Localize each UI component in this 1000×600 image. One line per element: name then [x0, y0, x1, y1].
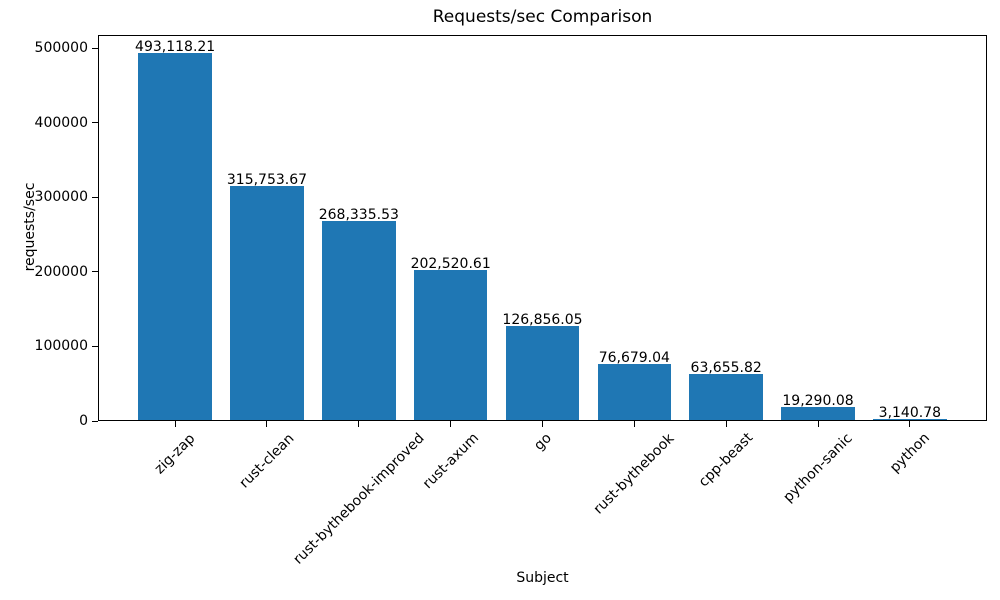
x-tick-label-cpp-beast: cpp-beast [695, 430, 757, 491]
bar-zig-zap [138, 53, 212, 421]
x-tick-mark [542, 421, 543, 427]
x-tick-label-go: go [530, 430, 555, 454]
x-tick-mark [450, 421, 452, 427]
y-tick-mark [92, 122, 98, 124]
y-tick-label: 500000 [34, 40, 88, 57]
x-tick-mark [725, 421, 727, 427]
bar-value-label: 76,679.04 [598, 349, 670, 366]
x-tick-label-rust-axum: rust-axum [419, 430, 482, 493]
x-tick-mark [909, 421, 911, 427]
x-tick-mark [266, 421, 268, 427]
bar-rust-clean [230, 185, 304, 421]
y-tick-mark [92, 345, 98, 347]
x-tick-mark [817, 421, 819, 427]
x-tick-mark [174, 421, 176, 427]
bar-rust-axum [413, 270, 488, 421]
bar-value-label: 493,118.21 [135, 39, 216, 56]
bar-value-label: 315,753.67 [226, 171, 308, 188]
bar-value-label: 126,856.05 [502, 312, 583, 329]
x-tick-label-python-sanic: python-sanic [780, 430, 856, 506]
x-tick-label-rust-bythebook-improved: rust-bythebook-improved [290, 430, 428, 568]
y-tick-label: 100000 [34, 338, 88, 355]
bar-value-label: 3,140.78 [878, 404, 942, 421]
y-tick-mark [92, 420, 98, 422]
y-tick-label: 0 [79, 413, 88, 429]
bar-cpp-beast [689, 373, 763, 421]
bar-value-label: 202,520.61 [410, 256, 491, 273]
x-tick-label-python: python [886, 430, 933, 477]
bar-go [505, 326, 580, 421]
y-tick-label: 400000 [34, 114, 88, 131]
bar-value-label: 19,290.08 [782, 392, 854, 409]
y-tick-label: 300000 [34, 189, 88, 206]
x-tick-label-zig-zap: zig-zap [151, 430, 199, 477]
y-tick-label: 200000 [34, 263, 88, 280]
x-tick-label-rust-bythebook: rust-bythebook [590, 430, 678, 518]
bar-rust-bythebook [597, 363, 672, 421]
chart-title: Requests/sec Comparison [432, 7, 653, 27]
x-tick-mark [633, 421, 635, 427]
x-tick-mark [358, 421, 360, 427]
bar-rust-bythebook-improved [322, 220, 396, 421]
y-tick-mark [92, 271, 98, 273]
y-tick-mark [92, 196, 98, 198]
bar-value-label: 268,335.53 [318, 206, 399, 223]
x-axis-label: Subject [516, 570, 569, 586]
x-tick-label-rust-clean: rust-clean [236, 430, 298, 492]
y-tick-mark [92, 47, 98, 49]
bar-value-label: 63,655.82 [690, 359, 762, 376]
bar-python [873, 418, 947, 421]
bar-python-sanic [781, 406, 855, 421]
